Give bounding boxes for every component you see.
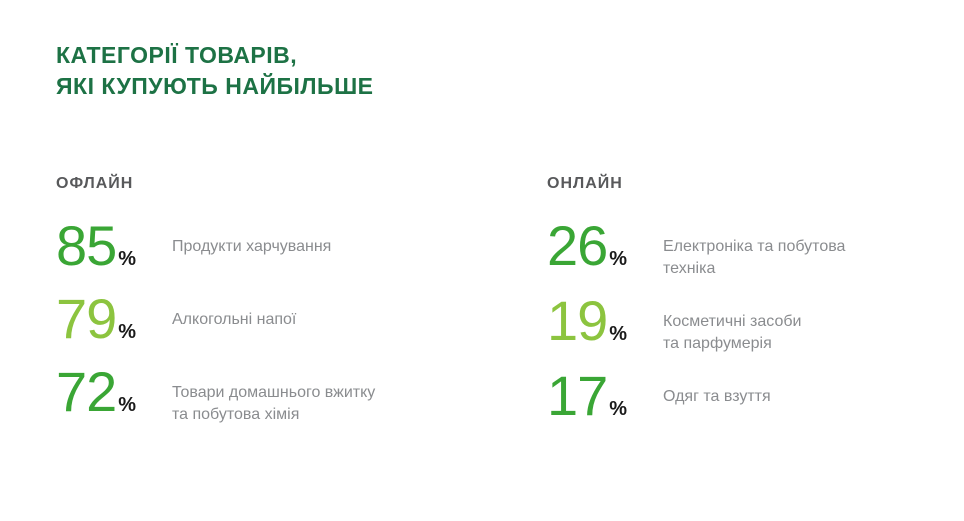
stat-row: 72 % Товари домашнього вжитку та побутова…	[56, 364, 486, 425]
stat-row: 17 % Одяг та взуття	[547, 368, 964, 427]
stat-value-online-2: 17	[547, 368, 607, 424]
stat-value-online-1: 19	[547, 293, 607, 349]
stat-label-offline-0: Продукти харчування	[166, 218, 331, 258]
stat-row: 26 % Електроніка та побутова техніка	[547, 218, 964, 279]
stat-label-online-2: Одяг та взуття	[657, 368, 771, 408]
page-title: КАТЕГОРІЇ ТОВАРІВ, ЯКІ КУПУЮТЬ НАЙБІЛЬШЕ	[56, 40, 374, 102]
stat-label-online-0: Електроніка та побутова техніка	[657, 218, 845, 279]
stat-percent-offline-1: %	[118, 321, 136, 344]
stat-value-offline-2: 72	[56, 364, 116, 420]
stat-percent-offline-2: %	[118, 394, 136, 417]
stat-row: 85 % Продукти харчування	[56, 218, 486, 277]
column-online: ОНЛАЙН 26 % Електроніка та побутова техні…	[547, 175, 964, 441]
stat-row: 19 % Косметичні засоби та парфумерія	[547, 293, 964, 354]
column-header-offline: ОФЛАЙН	[56, 175, 486, 193]
stat-percent-online-1: %	[609, 323, 627, 346]
stat-row: 79 % Алкогольні напої	[56, 291, 486, 350]
stat-label-online-1: Косметичні засоби та парфумерія	[657, 293, 801, 354]
stat-value-offline-1: 79	[56, 291, 116, 347]
stat-percent-online-0: %	[609, 248, 627, 271]
stat-percent-online-2: %	[609, 398, 627, 421]
stat-percent-offline-0: %	[118, 248, 136, 271]
column-header-online: ОНЛАЙН	[547, 175, 964, 193]
stat-value-offline-0: 85	[56, 218, 116, 274]
stat-label-offline-2: Товари домашнього вжитку та побутова хімі…	[166, 364, 375, 425]
slide-container: КАТЕГОРІЇ ТОВАРІВ, ЯКІ КУПУЮТЬ НАЙБІЛЬШЕ …	[0, 0, 964, 521]
stat-value-online-0: 26	[547, 218, 607, 274]
column-offline: ОФЛАЙН 85 % Продукти харчування 79 % Алк…	[56, 175, 486, 439]
stat-label-offline-1: Алкогольні напої	[166, 291, 296, 331]
